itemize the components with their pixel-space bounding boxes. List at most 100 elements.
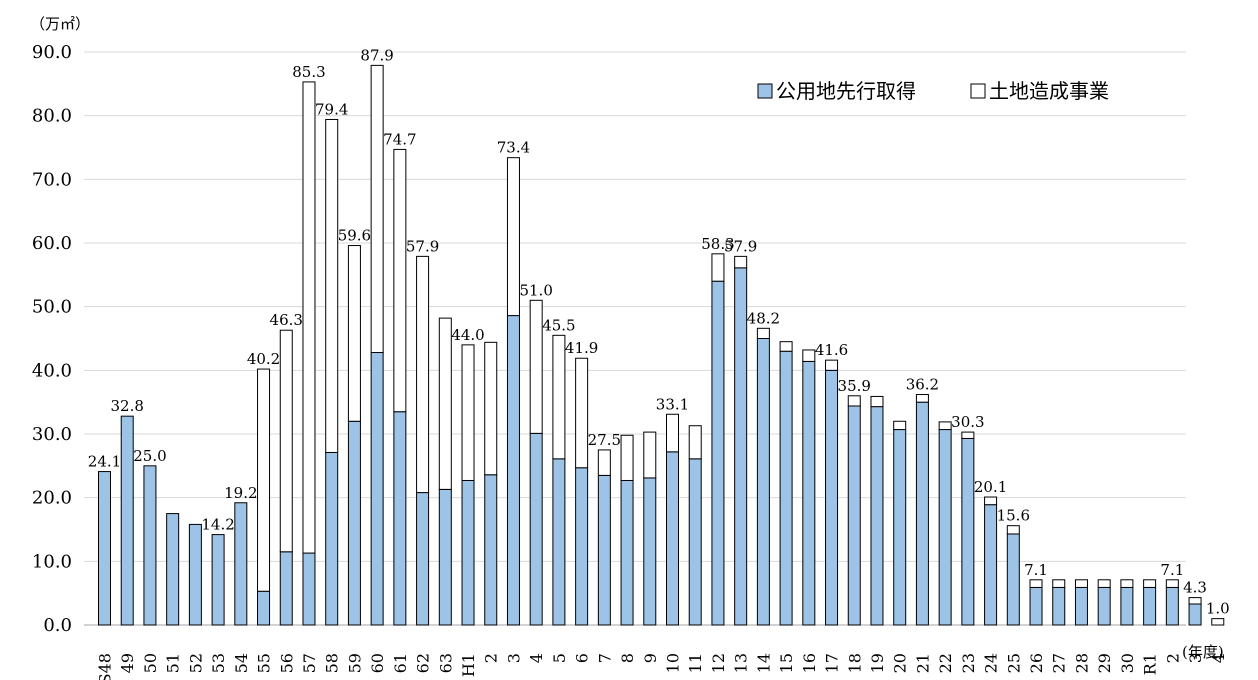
- data-label: 36.2: [906, 376, 939, 394]
- x-tick-label: H1: [459, 653, 478, 677]
- bar-land-development: [756, 327, 770, 339]
- bar-land-development: [529, 299, 543, 434]
- data-label: 48.2: [747, 309, 780, 327]
- data-label: 45.5: [542, 316, 575, 334]
- bar-land-development: [802, 349, 816, 362]
- bar-public-land: [961, 437, 975, 626]
- x-tick-label: 2: [1163, 653, 1182, 663]
- bar-land-development: [552, 334, 566, 460]
- bar-public-land: [461, 479, 475, 626]
- x-tick-label: 30: [1118, 653, 1137, 673]
- x-tick-label: 62: [414, 653, 433, 673]
- y-tick-label: 0.0: [43, 615, 72, 636]
- bar-public-land: [302, 552, 316, 626]
- x-tick-label: 7: [595, 653, 614, 663]
- bar-public-land: [870, 406, 884, 626]
- bar-public-land: [166, 513, 180, 626]
- bar-land-development: [915, 394, 929, 403]
- bar-public-land: [211, 534, 225, 626]
- x-tick-label: 53: [209, 653, 228, 673]
- data-label: 7.1: [1160, 561, 1184, 579]
- bar-public-land: [802, 360, 816, 626]
- bar-land-development: [416, 255, 430, 494]
- x-tick-label: 21: [913, 653, 932, 673]
- bar-public-land: [620, 479, 634, 626]
- bar-public-land: [1074, 586, 1088, 626]
- bar-land-development: [461, 344, 475, 481]
- bar-land-development: [984, 496, 998, 506]
- x-tick-label: 27: [1050, 653, 1069, 673]
- bar-public-land: [143, 465, 157, 626]
- data-label: 44.0: [451, 326, 484, 344]
- x-tick-label: 56: [277, 653, 296, 673]
- y-tick-label: 60.0: [32, 233, 72, 254]
- bar-public-land: [1029, 586, 1043, 626]
- y-tick-label: 10.0: [32, 551, 72, 572]
- x-tick-label: 25: [1004, 653, 1023, 673]
- bar-public-land: [438, 488, 452, 626]
- data-label: 85.3: [292, 63, 325, 81]
- data-label: 59.6: [338, 227, 371, 245]
- x-tick-label: 11: [686, 653, 705, 673]
- bar-land-development: [575, 357, 589, 469]
- y-tick-label: 30.0: [32, 424, 72, 445]
- x-tick-label: 58: [323, 653, 342, 673]
- x-tick-label: 18: [845, 653, 864, 673]
- bar-public-land: [552, 458, 566, 626]
- bar-public-land: [506, 315, 520, 626]
- y-tick-label: 80.0: [32, 106, 72, 127]
- bar-public-land: [915, 401, 929, 626]
- bar-land-development: [893, 420, 907, 431]
- x-tick-label: 3: [504, 653, 523, 663]
- y-tick-label: 40.0: [32, 360, 72, 381]
- bar-public-land: [756, 338, 770, 626]
- data-label: 14.2: [201, 516, 234, 534]
- bar-land-development: [279, 329, 293, 553]
- bar-land-development: [1165, 579, 1179, 588]
- x-tick-label: 26: [1027, 653, 1046, 673]
- x-tick-label: 16: [800, 653, 819, 673]
- x-tick-label: 15: [777, 653, 796, 673]
- data-label: 41.6: [815, 341, 848, 359]
- bar-public-land: [416, 492, 430, 626]
- bar-land-development: [825, 359, 839, 371]
- legend-swatch-land-development: [970, 83, 986, 99]
- x-tick-label: 10: [664, 653, 683, 673]
- bar-land-development: [325, 118, 339, 453]
- bar-public-land: [984, 504, 998, 626]
- bar-public-land: [1143, 586, 1157, 626]
- bar-public-land: [347, 420, 361, 626]
- x-tick-label: 54: [232, 653, 251, 673]
- bar-land-development: [1188, 597, 1202, 605]
- x-tick-label: R1: [1141, 653, 1160, 675]
- bar-land-development: [1143, 579, 1157, 588]
- legend: 公用地先行取得 土地造成事業: [757, 79, 1109, 103]
- data-label: 24.1: [88, 453, 121, 471]
- bar-public-land: [98, 471, 111, 626]
- bar-land-development: [938, 421, 952, 431]
- bar-public-land: [529, 432, 543, 626]
- bar-public-land: [1052, 586, 1066, 626]
- bar-public-land: [325, 451, 339, 626]
- data-label: 7.1: [1024, 561, 1048, 579]
- x-tick-label: 50: [141, 653, 160, 673]
- x-tick-label: 17: [823, 653, 842, 673]
- bar-land-development: [711, 253, 725, 282]
- x-tick-label: 4: [1209, 653, 1228, 663]
- x-tick-label: 51: [164, 653, 183, 673]
- x-tick-label: 49: [118, 653, 137, 673]
- y-tick-label: 20.0: [32, 488, 72, 509]
- bar-public-land: [711, 280, 725, 626]
- y-tick-label: 90.0: [32, 42, 72, 63]
- data-label: 74.7: [383, 130, 416, 148]
- x-tick-label: 63: [436, 653, 455, 673]
- gridlines: [84, 51, 1186, 626]
- bar-public-land: [779, 350, 793, 626]
- data-label: 51.0: [519, 281, 552, 299]
- bar-land-development: [1211, 618, 1225, 626]
- bar-land-development: [1029, 579, 1043, 588]
- data-label: 25.0: [133, 447, 166, 465]
- x-tick-label: 57: [300, 653, 319, 673]
- bar-land-development: [847, 395, 861, 407]
